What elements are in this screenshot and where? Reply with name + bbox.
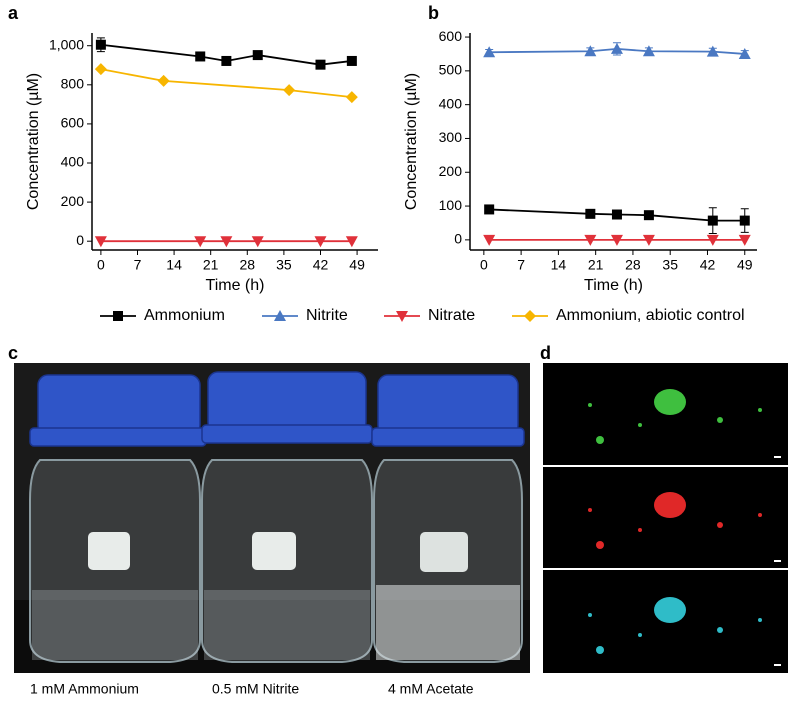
panel-label: b (428, 3, 439, 23)
x-tick-label: 35 (662, 257, 678, 273)
x-tick-label: 49 (349, 257, 365, 273)
marker (610, 234, 623, 246)
series-line (489, 208, 745, 222)
x-axis-title: Time (h) (584, 277, 643, 294)
marker (706, 45, 719, 57)
marker (94, 63, 107, 76)
panel-label: a (8, 3, 19, 23)
y-tick-label: 500 (439, 62, 463, 78)
marker (220, 236, 233, 248)
marker (584, 45, 597, 57)
marker (315, 59, 326, 70)
series-line (100, 68, 352, 99)
x-tick-label: 14 (166, 257, 182, 273)
y-tick-label: 0 (454, 231, 462, 247)
marker (157, 74, 170, 87)
marker (738, 47, 751, 59)
marker (584, 234, 597, 246)
marker (642, 45, 655, 57)
legend-label: Nitrate (428, 307, 475, 324)
x-tick-label: 28 (625, 257, 641, 273)
marker (95, 39, 106, 50)
y-tick-label: 100 (439, 197, 463, 213)
marker (483, 46, 496, 58)
legend-label: Nitrite (306, 307, 348, 324)
marker (345, 236, 358, 248)
marker (221, 55, 232, 66)
photo-caption: 1 mM Ammonium (30, 681, 139, 697)
x-tick-label: 28 (239, 257, 255, 273)
y-tick-label: 600 (439, 28, 463, 44)
marker (611, 209, 622, 220)
y-axis-title: Concentration (µM) (403, 73, 420, 210)
marker (524, 310, 536, 322)
marker (706, 234, 719, 246)
marker (274, 310, 286, 321)
marker (610, 42, 623, 54)
legend-label: Ammonium (144, 307, 225, 324)
marker (739, 215, 750, 226)
x-tick-label: 42 (313, 257, 329, 273)
marker (314, 236, 327, 248)
x-axis-title: Time (h) (206, 277, 265, 294)
bottle-photo (14, 363, 530, 673)
marker (283, 84, 296, 97)
x-tick-label: 21 (588, 257, 604, 273)
x-tick-label: 49 (737, 257, 753, 273)
y-tick-label: 200 (439, 163, 463, 179)
y-tick-label: 200 (61, 193, 85, 209)
y-tick-label: 400 (61, 154, 85, 170)
marker (195, 51, 206, 62)
x-tick-label: 0 (480, 257, 488, 273)
y-tick-label: 0 (76, 232, 84, 248)
marker (738, 234, 751, 246)
y-tick-label: 400 (439, 95, 463, 111)
y-tick-label: 300 (439, 129, 463, 145)
legend-label: Ammonium, abiotic control (556, 307, 745, 324)
x-tick-label: 7 (517, 257, 525, 273)
series-line (100, 43, 352, 66)
panel-label: c (8, 343, 18, 363)
series-line (489, 47, 745, 55)
photo-caption: 0.5 mM Nitrite (212, 681, 299, 697)
panel-label: d (540, 343, 551, 363)
micrographs (543, 363, 788, 673)
y-tick-label: 1,000 (49, 36, 84, 52)
marker (346, 55, 357, 66)
y-axis-title: Concentration (µM) (25, 73, 42, 210)
x-tick-label: 21 (203, 257, 219, 273)
marker (194, 236, 207, 248)
x-tick-label: 0 (97, 257, 105, 273)
x-tick-label: 14 (551, 257, 567, 273)
y-tick-label: 800 (61, 76, 85, 92)
marker (252, 50, 263, 61)
x-tick-label: 7 (134, 257, 142, 273)
marker (642, 234, 655, 246)
marker (483, 234, 496, 246)
marker (94, 236, 107, 248)
marker (585, 208, 596, 219)
x-tick-label: 42 (700, 257, 716, 273)
marker (345, 91, 358, 104)
x-tick-label: 35 (276, 257, 292, 273)
marker (396, 311, 408, 322)
y-tick-label: 600 (61, 115, 85, 131)
marker (251, 236, 264, 248)
marker (484, 204, 495, 215)
marker (707, 215, 718, 226)
marker (643, 210, 654, 221)
photo-caption: 4 mM Acetate (388, 681, 474, 697)
marker (113, 311, 123, 321)
